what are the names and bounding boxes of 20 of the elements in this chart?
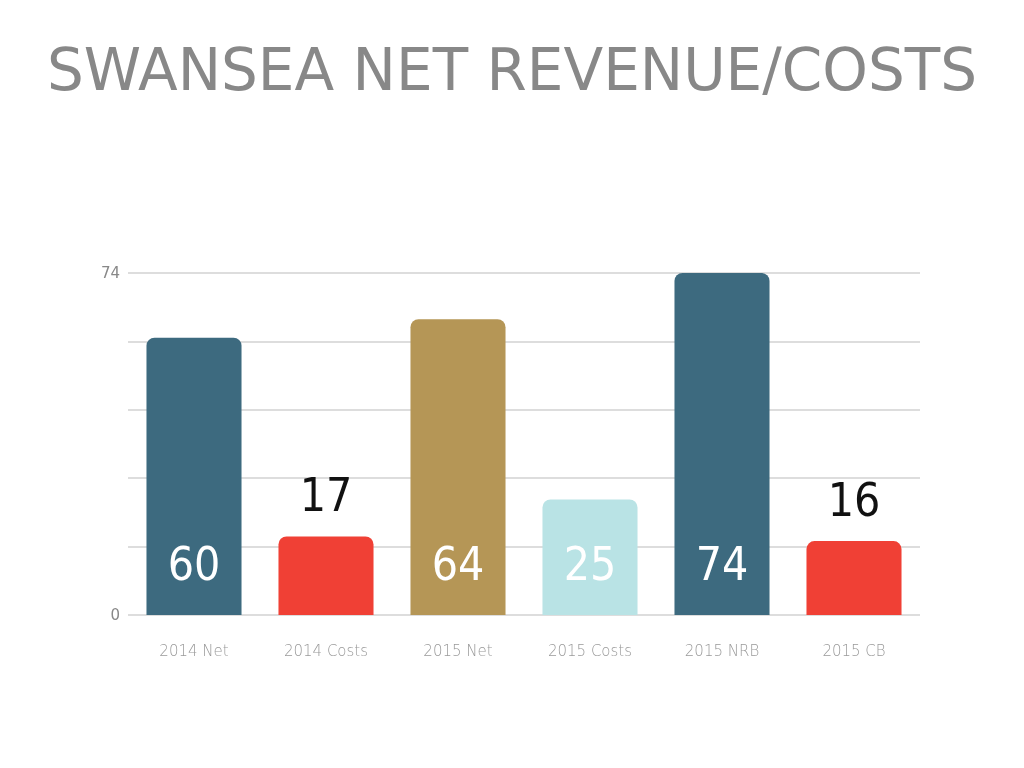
x-tick-label: 2015 NRB [684,641,760,660]
data-label: 74 [695,537,749,591]
x-tick-label: 2014 Net [159,641,229,660]
bar [542,499,638,615]
data-label: 64 [431,537,485,591]
data-label: 17 [299,468,353,523]
bar [278,536,374,615]
x-tick-label: 2015 CB [822,641,886,660]
x-tick-label: 2015 Net [423,641,493,660]
bar [674,273,770,615]
x-tick-label: 2014 Costs [283,641,369,660]
data-label: 25 [563,537,617,591]
x-tick-label: 2015 Costs [547,641,633,660]
data-label: 60 [167,537,221,591]
bar [806,541,902,615]
chart-title: SWANSEA NET REVENUE/COSTS [46,36,978,104]
y-tick-label: 0 [110,606,120,624]
data-label: 16 [827,473,881,528]
bar [410,319,506,615]
bar [146,337,242,615]
